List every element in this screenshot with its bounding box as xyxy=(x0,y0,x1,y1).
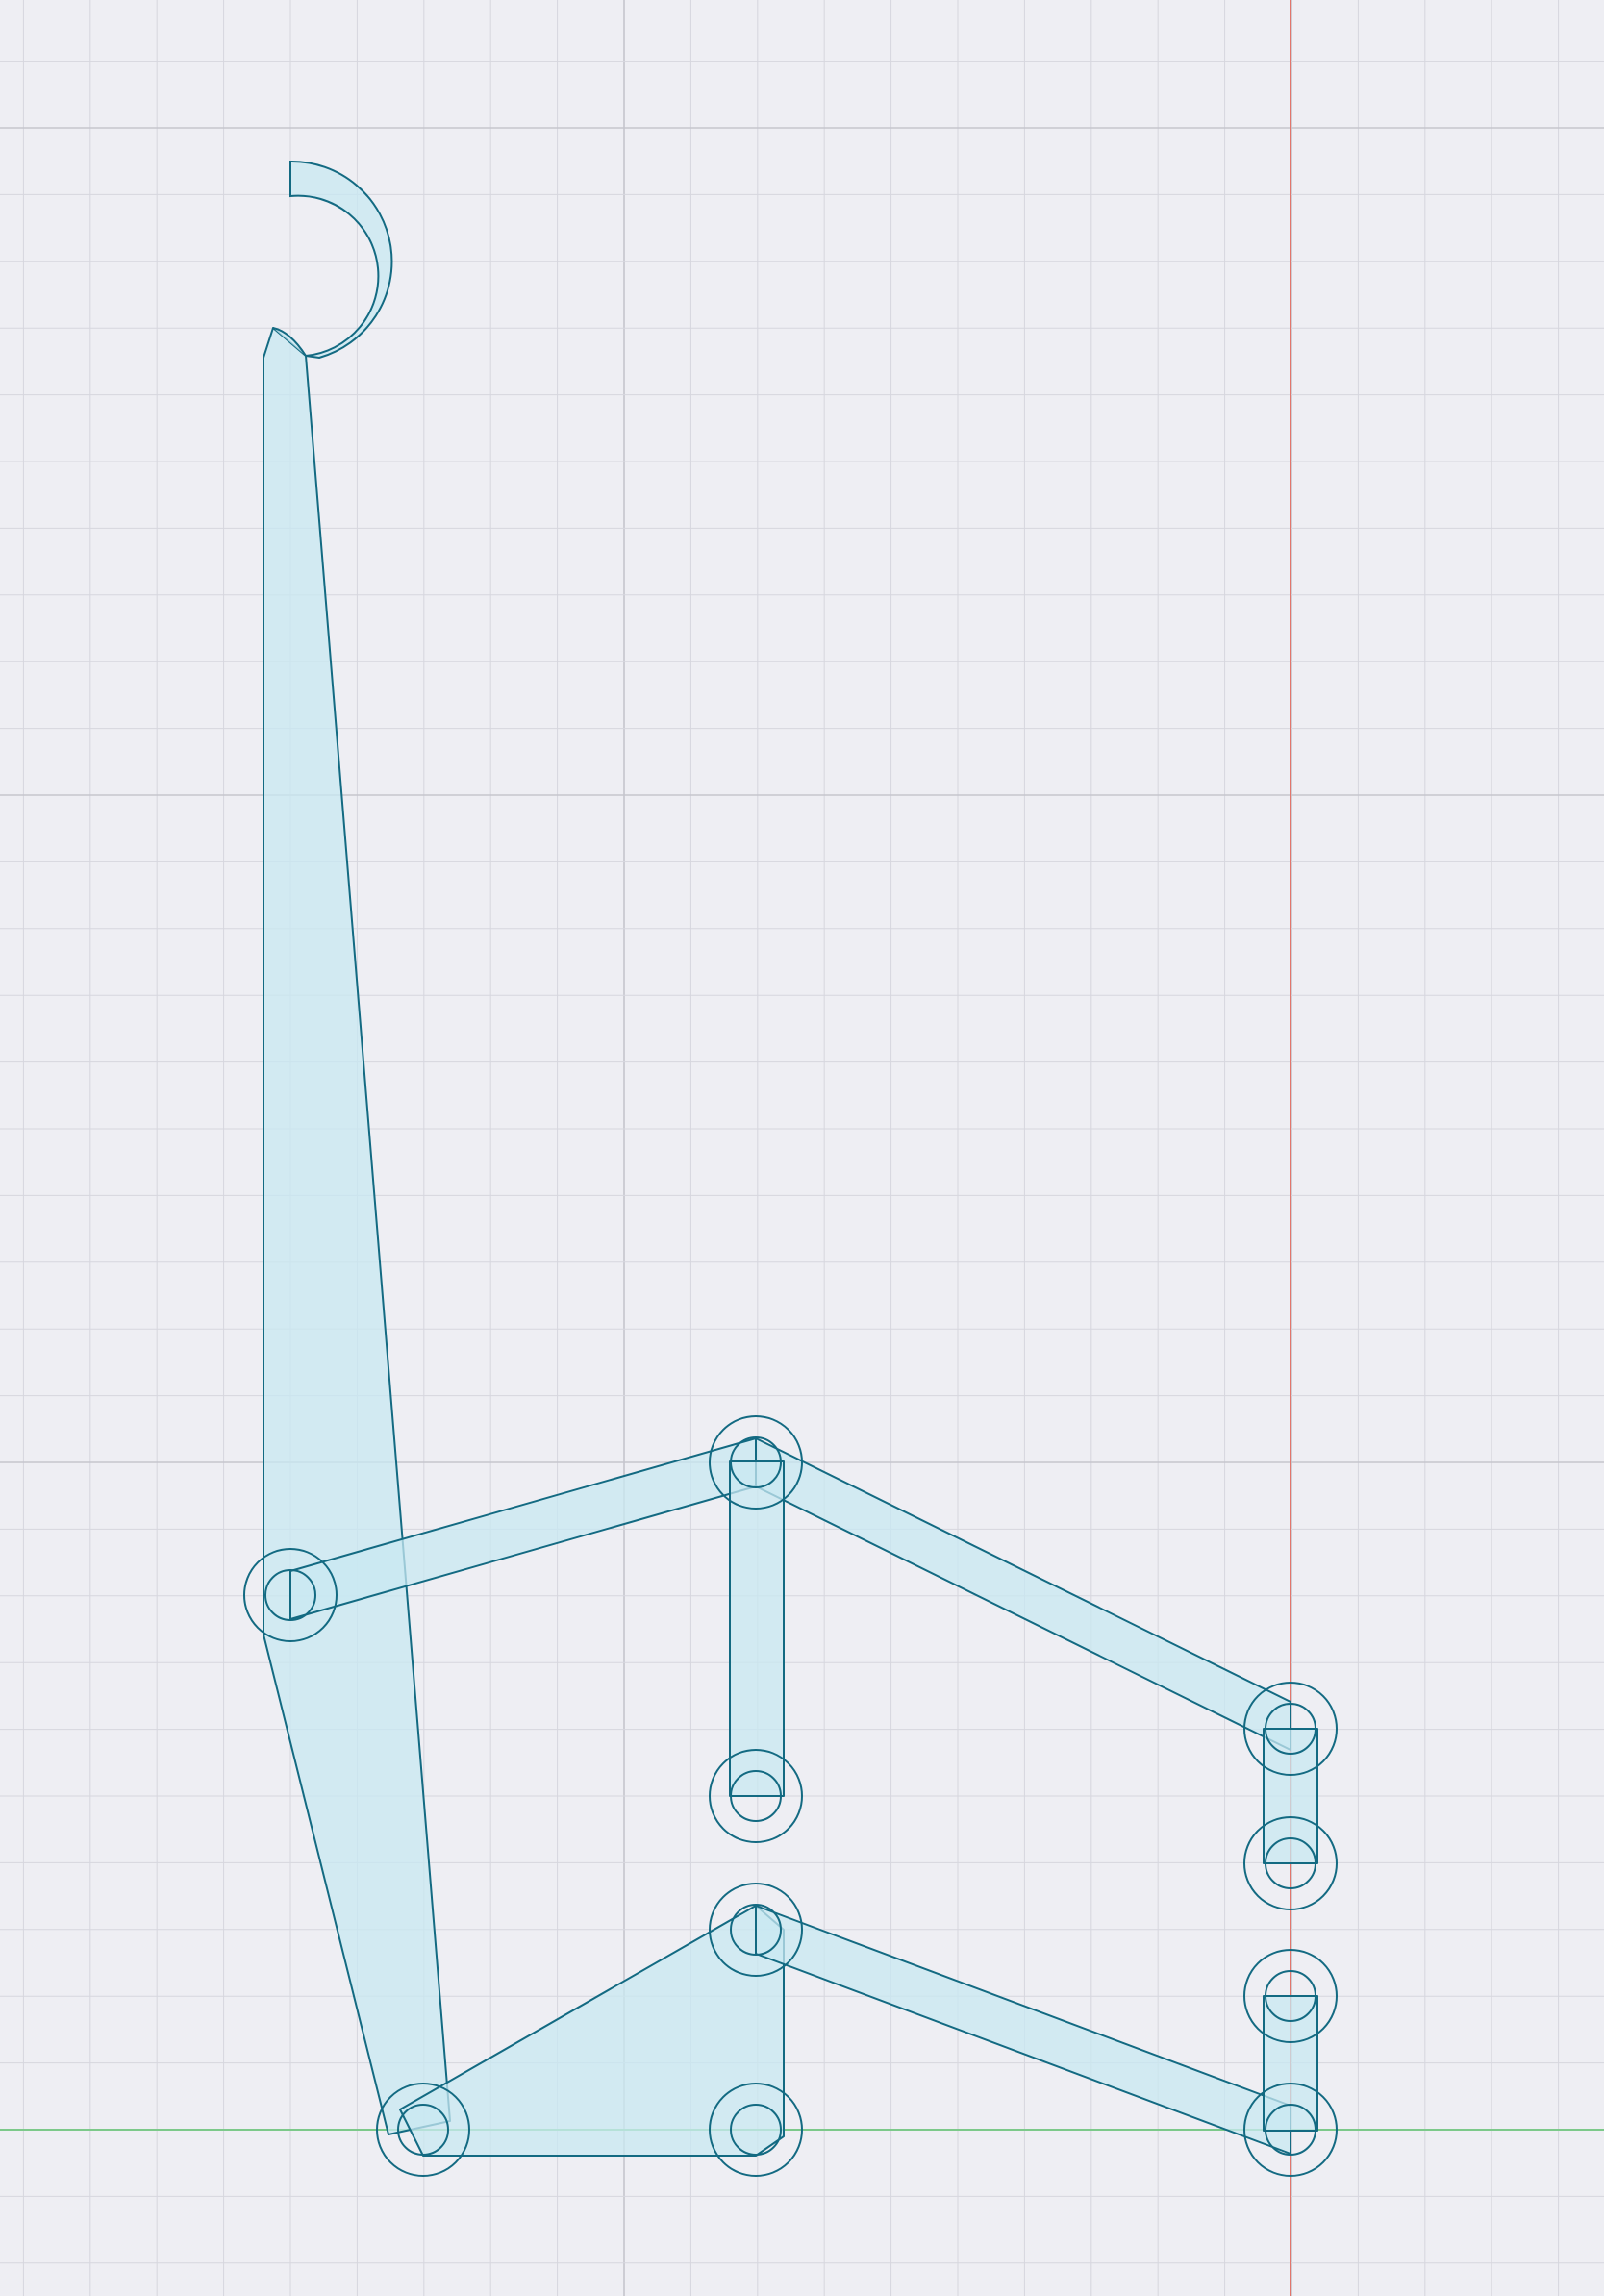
joint-pin-hole xyxy=(397,2104,449,2156)
pivot-joint[interactable] xyxy=(709,1415,803,1510)
pivot-joints[interactable] xyxy=(243,1415,1338,2177)
joint-pin-hole xyxy=(264,1569,316,1621)
joint-outer-ring xyxy=(709,1883,803,1977)
joint-pin-hole xyxy=(730,1904,782,1956)
pivot-joint[interactable] xyxy=(709,1883,803,1977)
pivot-joint[interactable] xyxy=(376,2083,470,2177)
joint-outer-ring xyxy=(376,2083,470,2177)
joint-outer-ring xyxy=(709,1749,803,1843)
pivot-joint[interactable] xyxy=(709,2083,803,2177)
upper-vertical-link xyxy=(729,1460,785,1797)
lower-right-link xyxy=(755,1905,1291,2155)
lower-triangle-plate xyxy=(399,1905,785,2157)
upper-link-assembly[interactable] xyxy=(289,1437,1318,1864)
joint-pin-hole xyxy=(730,1436,782,1488)
joint-pin-hole xyxy=(730,1770,782,1822)
right-short-link-upper xyxy=(1263,1728,1318,1864)
joint-outer-ring xyxy=(709,2083,803,2177)
pivot-joint[interactable] xyxy=(1243,1816,1338,1910)
joint-pin-hole xyxy=(730,2104,782,2156)
right-short-link-lower xyxy=(1263,1995,1318,2132)
pivot-joint[interactable] xyxy=(1243,1949,1338,2043)
pivot-joint[interactable] xyxy=(243,1548,338,1642)
joint-pin-hole xyxy=(1265,1837,1316,1889)
pivot-joint[interactable] xyxy=(709,1749,803,1843)
joint-pin-hole xyxy=(1265,2104,1316,2156)
joint-pin-hole xyxy=(1265,1970,1316,2022)
upper-right-link xyxy=(755,1437,1291,1751)
lower-link-assembly[interactable] xyxy=(399,1905,1318,2157)
joint-outer-ring xyxy=(243,1548,338,1642)
hook-arc xyxy=(289,160,393,360)
joint-outer-ring xyxy=(1243,2083,1338,2177)
joint-outer-ring xyxy=(1243,1949,1338,2043)
joint-outer-ring xyxy=(709,1415,803,1510)
joint-outer-ring xyxy=(1243,1682,1338,1776)
pivot-joint[interactable] xyxy=(1243,1682,1338,1776)
joint-pin-hole xyxy=(1265,1703,1316,1755)
joint-outer-ring xyxy=(1243,1816,1338,1910)
pivot-joint[interactable] xyxy=(1243,2083,1338,2177)
